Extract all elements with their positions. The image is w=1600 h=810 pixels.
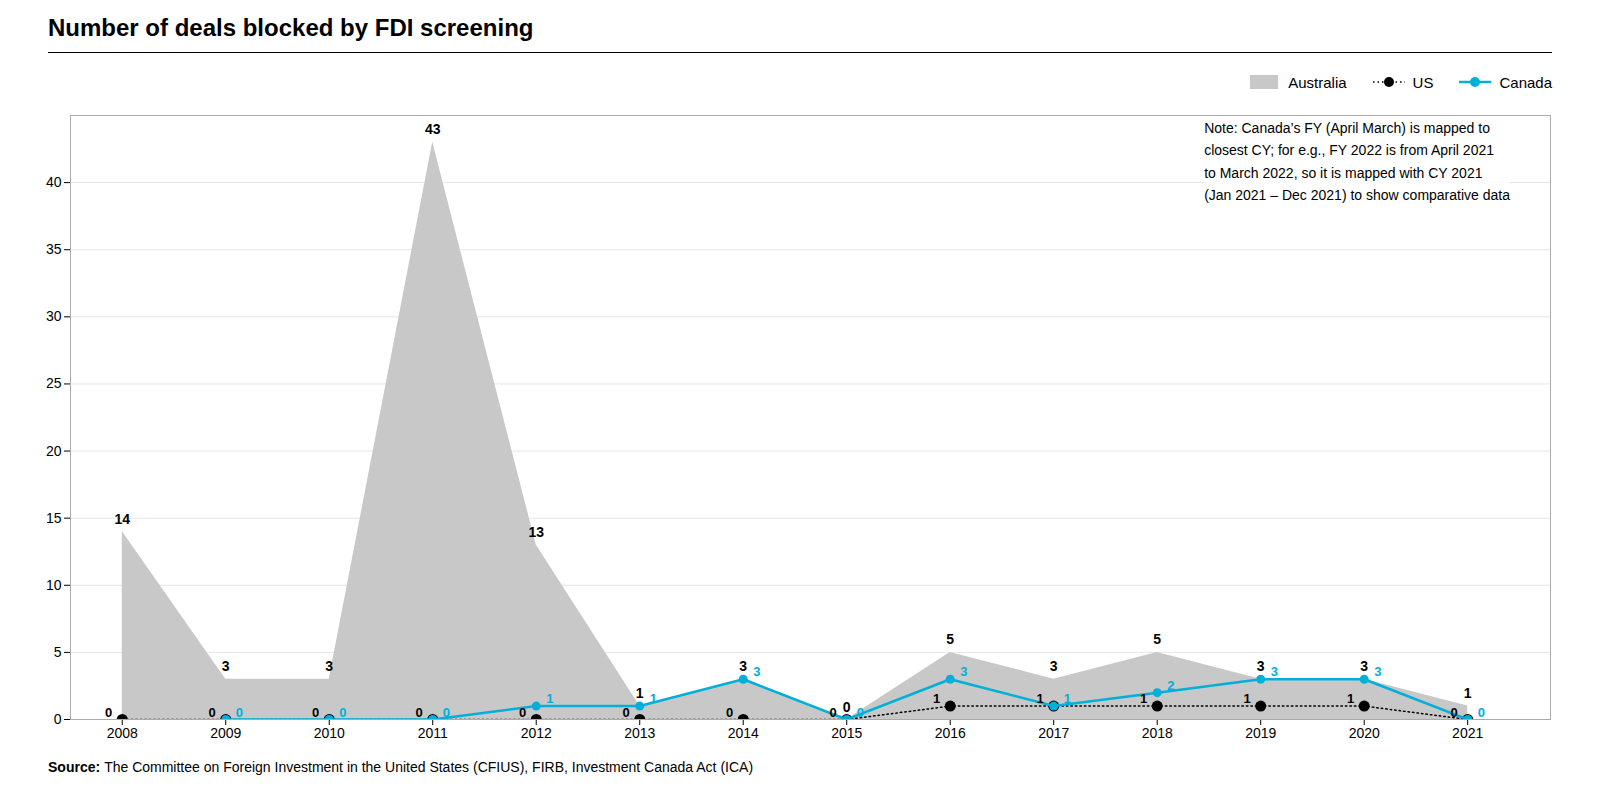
svg-text:3: 3 — [739, 658, 747, 674]
svg-text:0: 0 — [843, 699, 851, 715]
svg-text:2012: 2012 — [521, 725, 552, 741]
svg-text:2009: 2009 — [210, 725, 241, 741]
svg-text:0: 0 — [857, 705, 864, 720]
svg-text:2017: 2017 — [1038, 725, 1069, 741]
html-text:US: US — [1412, 73, 1434, 91]
svg-text:2019: 2019 — [1245, 725, 1276, 741]
svg-text:2: 2 — [1167, 678, 1174, 693]
svg-text:1: 1 — [1464, 685, 1472, 701]
svg-text:1: 1 — [1140, 691, 1147, 706]
svg-text:3: 3 — [222, 658, 230, 674]
svg-text:2018: 2018 — [1142, 725, 1173, 741]
svg-text:0: 0 — [416, 705, 423, 720]
svg-text:0: 0 — [105, 705, 112, 720]
svg-text:1: 1 — [1036, 691, 1043, 706]
svg-text:0: 0 — [519, 705, 526, 720]
svg-text:0: 0 — [209, 705, 216, 720]
svg-text:30: 30 — [46, 308, 62, 324]
svg-text:1: 1 — [1243, 691, 1250, 706]
svg-text:40: 40 — [46, 174, 62, 190]
svg-text:2014: 2014 — [728, 725, 759, 741]
svg-text:2010: 2010 — [314, 725, 345, 741]
svg-text:3: 3 — [1050, 658, 1058, 674]
svg-text:1: 1 — [1347, 691, 1354, 706]
svg-text:20: 20 — [46, 443, 62, 459]
svg-text:14: 14 — [114, 511, 130, 527]
svg-text:5: 5 — [946, 631, 954, 647]
html-text:Note: Canada’s FY (April March: Note: Canada’s FY (April March) is mappe… — [1204, 120, 1510, 204]
html-text:Number of deals blocked by FDI: Number of deals blocked by FDI screening — [48, 14, 534, 41]
html-text:Canada: Canada — [1499, 73, 1552, 91]
svg-text:3: 3 — [1271, 664, 1278, 679]
svg-text:3: 3 — [1374, 664, 1381, 679]
svg-text:1: 1 — [636, 685, 644, 701]
svg-text:1: 1 — [933, 691, 940, 706]
svg-text:0: 0 — [726, 705, 733, 720]
svg-text:0: 0 — [1478, 705, 1485, 720]
svg-text:2021: 2021 — [1452, 725, 1483, 741]
html-text:Source: The Committee on Forei: Source: The Committee on Foreign Investm… — [48, 759, 753, 775]
svg-text:0: 0 — [622, 705, 629, 720]
svg-text:0: 0 — [443, 705, 450, 720]
svg-text:35: 35 — [46, 241, 62, 257]
svg-text:2020: 2020 — [1349, 725, 1380, 741]
svg-text:0: 0 — [829, 705, 836, 720]
svg-text:2013: 2013 — [624, 725, 655, 741]
svg-text:2011: 2011 — [418, 725, 448, 741]
svg-text:0: 0 — [312, 705, 319, 720]
svg-text:10: 10 — [46, 577, 62, 593]
svg-text:15: 15 — [46, 510, 62, 526]
svg-text:3: 3 — [1360, 658, 1368, 674]
svg-text:0: 0 — [236, 705, 243, 720]
html-text:Australia: Australia — [1288, 73, 1347, 91]
svg-text:1: 1 — [546, 691, 553, 706]
svg-text:5: 5 — [54, 644, 62, 660]
svg-text:2008: 2008 — [107, 725, 138, 741]
svg-text:3: 3 — [960, 664, 967, 679]
svg-text:0: 0 — [54, 711, 62, 727]
svg-text:0: 0 — [1450, 705, 1457, 720]
svg-text:1: 1 — [650, 691, 657, 706]
svg-text:3: 3 — [1257, 658, 1265, 674]
svg-text:1: 1 — [1064, 691, 1071, 706]
svg-text:43: 43 — [425, 121, 441, 137]
svg-text:3: 3 — [753, 664, 760, 679]
svg-text:25: 25 — [46, 375, 62, 391]
svg-text:13: 13 — [528, 524, 544, 540]
svg-text:5: 5 — [1153, 631, 1161, 647]
svg-text:0: 0 — [339, 705, 346, 720]
svg-text:3: 3 — [325, 658, 333, 674]
svg-text:2015: 2015 — [831, 725, 862, 741]
svg-text:2016: 2016 — [935, 725, 966, 741]
